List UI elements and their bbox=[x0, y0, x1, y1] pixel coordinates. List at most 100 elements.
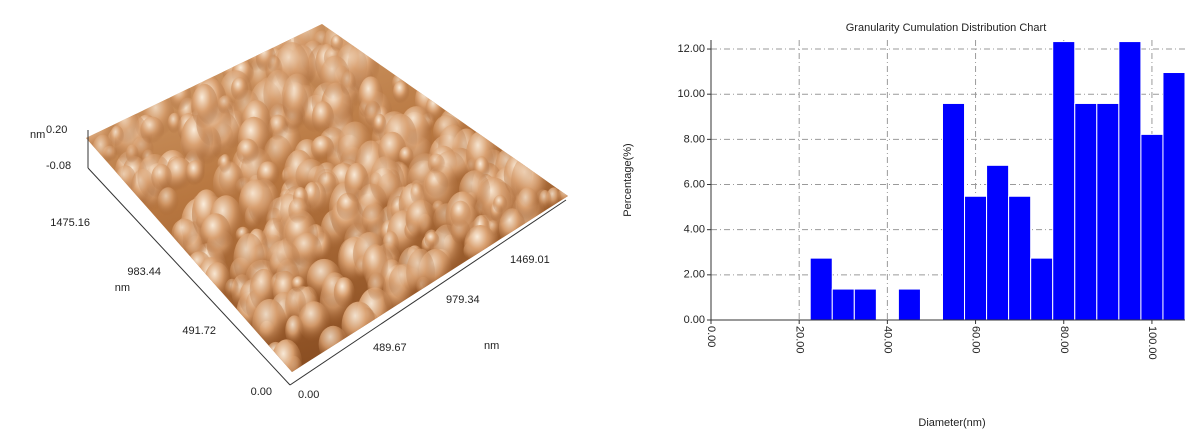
bump bbox=[266, 240, 301, 281]
y-tick-label: 4.00 bbox=[684, 224, 705, 236]
bump bbox=[233, 233, 265, 287]
bump bbox=[281, 73, 313, 123]
y-axis bbox=[87, 167, 291, 386]
bump bbox=[337, 121, 373, 170]
bump bbox=[311, 135, 335, 162]
bump bbox=[341, 301, 376, 349]
bar bbox=[1096, 102, 1120, 321]
bump bbox=[410, 183, 424, 204]
y-tick-label: 0.00 bbox=[684, 314, 705, 326]
z-tick-label: 0.20 bbox=[46, 124, 67, 136]
bump bbox=[319, 55, 350, 101]
x-tick-label: 489.67 bbox=[373, 342, 407, 354]
bump bbox=[171, 218, 198, 248]
x-unit: nm bbox=[484, 340, 499, 352]
bump bbox=[204, 262, 231, 301]
x-tick-label: 0.00 bbox=[298, 389, 319, 401]
bar bbox=[809, 257, 833, 321]
bump bbox=[538, 189, 552, 211]
bump bbox=[516, 187, 539, 221]
bump bbox=[369, 156, 400, 204]
y-unit: nm bbox=[115, 282, 130, 294]
bump bbox=[427, 153, 445, 174]
bar bbox=[831, 288, 855, 321]
bump bbox=[450, 200, 471, 228]
bump bbox=[424, 170, 449, 198]
bump bbox=[285, 287, 307, 322]
bump bbox=[285, 315, 304, 346]
x-tick-label: 40.00 bbox=[881, 326, 893, 354]
bump bbox=[164, 157, 193, 191]
bump bbox=[330, 34, 344, 52]
bump bbox=[255, 43, 276, 72]
y-tick-label: 0.00 bbox=[251, 386, 272, 398]
bump bbox=[200, 213, 231, 254]
z-unit: nm bbox=[30, 129, 45, 141]
bump bbox=[373, 113, 387, 135]
bump bbox=[191, 83, 218, 129]
x-tick-label: 20.00 bbox=[793, 326, 805, 354]
bump bbox=[167, 112, 182, 134]
bump bbox=[219, 154, 232, 174]
bar bbox=[1162, 72, 1185, 321]
x-tick-label: 60.00 bbox=[970, 326, 982, 354]
bump bbox=[140, 116, 165, 144]
x-tick-label: 1469.01 bbox=[510, 254, 550, 266]
bump bbox=[217, 95, 234, 115]
bump bbox=[362, 244, 389, 288]
bump bbox=[493, 194, 508, 214]
histogram-chart: Granularity Cumulation Distribution Char… bbox=[622, 22, 1185, 429]
bump bbox=[398, 146, 414, 166]
y-axis-label: Percentage(%) bbox=[622, 143, 634, 216]
z-tick-label: -0.08 bbox=[46, 160, 71, 172]
bump bbox=[333, 277, 355, 308]
bar bbox=[941, 102, 966, 321]
x-tick-label: 100.00 bbox=[1146, 326, 1158, 360]
bump bbox=[238, 179, 274, 226]
y-tick-label: 2.00 bbox=[684, 269, 705, 281]
bump bbox=[424, 231, 440, 249]
bump bbox=[252, 298, 287, 350]
x-axis bbox=[289, 199, 567, 386]
bump bbox=[185, 160, 205, 186]
bump bbox=[231, 77, 249, 101]
y-tick-label: 983.44 bbox=[127, 266, 161, 278]
bump bbox=[406, 248, 436, 297]
bump bbox=[157, 187, 179, 216]
y-tick-label: 6.00 bbox=[684, 178, 705, 190]
x-tick-label: 80.00 bbox=[1058, 326, 1070, 354]
bar bbox=[964, 195, 988, 321]
bump bbox=[236, 138, 259, 165]
bump bbox=[298, 301, 330, 342]
afm-image: nm 0.20 -0.08 1475.16 983.44 nm 491.72 0… bbox=[30, 24, 568, 401]
y-tick-label: 10.00 bbox=[677, 88, 705, 100]
bump bbox=[288, 197, 309, 224]
x-tick-label: 0.00 bbox=[705, 326, 717, 347]
bar bbox=[853, 288, 877, 321]
x-tick-label: 979.34 bbox=[446, 294, 480, 306]
y-tick-label: 12.00 bbox=[677, 43, 705, 55]
bump bbox=[291, 276, 306, 293]
x-axis-label: Diameter(nm) bbox=[918, 417, 985, 429]
bump bbox=[392, 80, 410, 104]
bump bbox=[268, 114, 289, 141]
bump bbox=[382, 230, 399, 258]
bump bbox=[303, 182, 321, 209]
bump bbox=[344, 162, 369, 203]
y-tick-label: 491.72 bbox=[182, 325, 216, 337]
bump bbox=[110, 125, 124, 147]
bump bbox=[169, 81, 192, 111]
surface-texture bbox=[86, 24, 568, 372]
bump bbox=[115, 165, 137, 195]
bump bbox=[270, 339, 303, 372]
bump bbox=[92, 134, 114, 168]
y-tick-label: 8.00 bbox=[684, 133, 705, 145]
bump bbox=[358, 76, 384, 118]
bar bbox=[1008, 195, 1032, 321]
y-tick-label: 1475.16 bbox=[50, 217, 90, 229]
chart-title: Granularity Cumulation Distribution Char… bbox=[846, 22, 1047, 34]
bump bbox=[311, 101, 334, 134]
bar bbox=[1030, 257, 1054, 321]
bar bbox=[986, 164, 1010, 321]
